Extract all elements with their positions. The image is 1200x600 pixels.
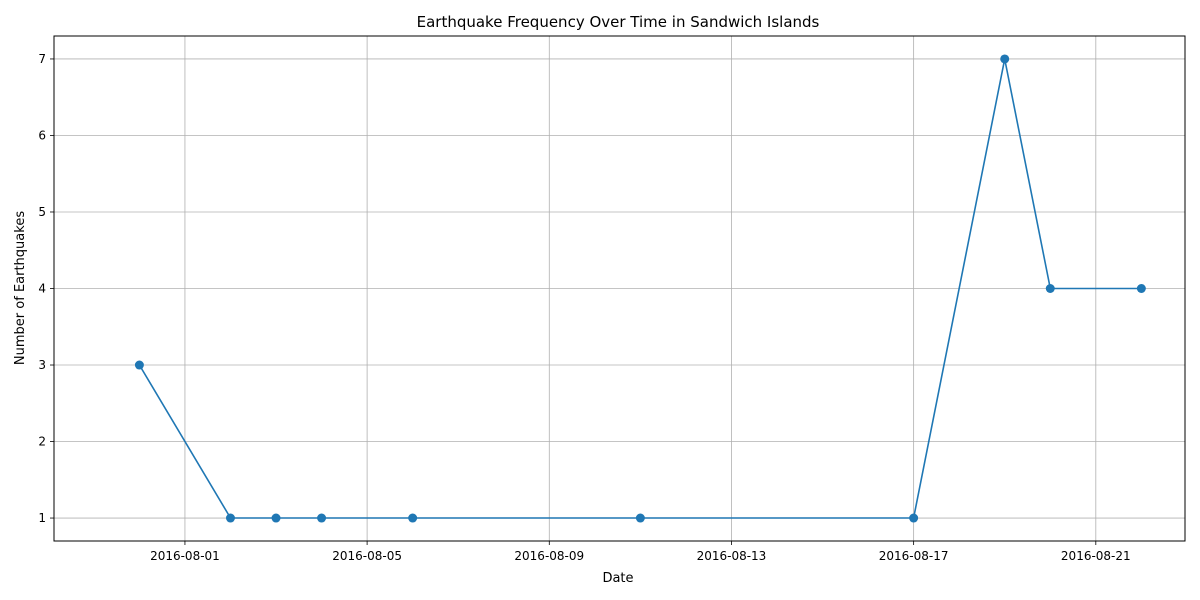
data-point: [635, 513, 645, 523]
x-tick-label: 2016-08-01: [150, 549, 220, 563]
y-tick-label: 3: [38, 358, 46, 372]
y-tick-label: 2: [38, 435, 46, 449]
x-tick-label: 2016-08-21: [1061, 549, 1131, 563]
data-point: [134, 360, 144, 370]
series-group: [134, 54, 1146, 523]
y-axis: 1 2 3 4 5 6 7: [38, 52, 54, 525]
x-axis-title: Date: [602, 571, 633, 586]
y-tick-label: 7: [38, 52, 46, 66]
y-tick-label: 5: [38, 205, 46, 219]
x-tick-label: 2016-08-09: [514, 549, 584, 563]
data-point: [271, 513, 281, 523]
y-tick-label: 1: [38, 511, 46, 525]
x-tick-label: 2016-08-17: [879, 549, 949, 563]
x-tick-label: 2016-08-13: [697, 549, 767, 563]
data-point: [408, 513, 418, 523]
y-tick-label: 4: [38, 282, 46, 296]
data-point: [225, 513, 235, 523]
series-line: [138, 58, 1142, 519]
data-point: [909, 513, 919, 523]
y-axis-title: Number of Earthquakes: [13, 211, 28, 365]
x-tick-label: 2016-08-05: [332, 549, 402, 563]
chart-title: Earthquake Frequency Over Time in Sandwi…: [417, 13, 820, 31]
data-point: [1000, 54, 1010, 64]
y-tick-label: 6: [38, 128, 46, 142]
data-point: [317, 513, 327, 523]
data-point: [1136, 284, 1146, 293]
x-axis: 2016-08-01 2016-08-05 2016-08-09 2016-08-13…: [150, 541, 1131, 563]
data-point: [1045, 284, 1055, 293]
